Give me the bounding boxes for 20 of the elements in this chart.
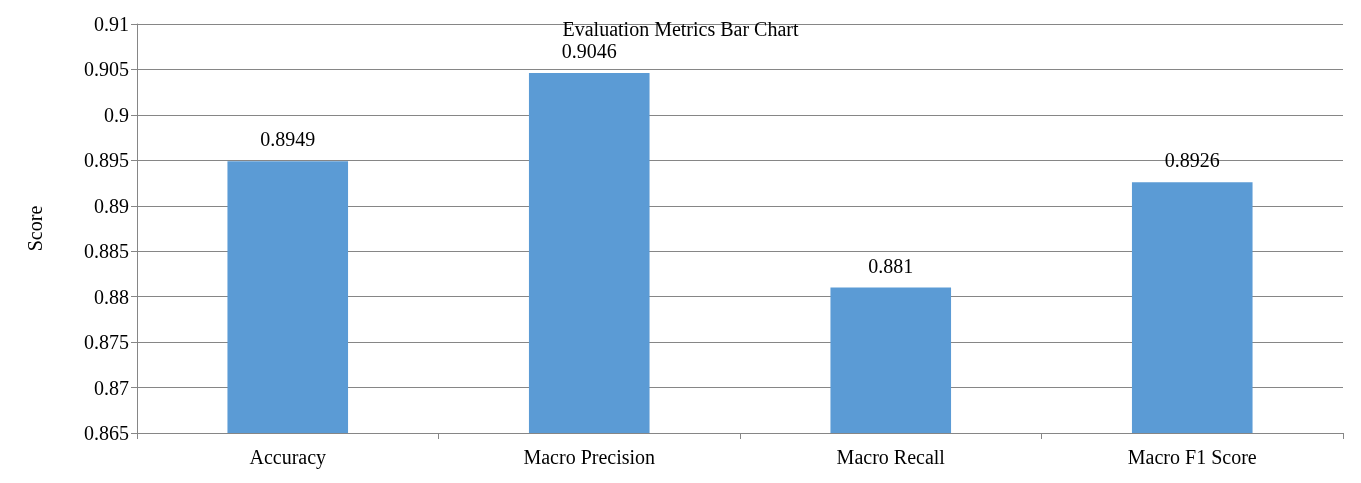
y-tick-label: 0.865 — [84, 422, 129, 444]
y-tick-label: 0.89 — [94, 194, 129, 217]
y-tick-label: 0.87 — [94, 376, 129, 399]
x-tick-label: Macro Precision — [523, 446, 656, 468]
chart-title: Evaluation Metrics Bar Chart — [562, 18, 799, 40]
y-tick-label: 0.905 — [84, 58, 129, 81]
y-tick-label: 0.895 — [84, 149, 129, 172]
data-label: 0.881 — [868, 254, 914, 277]
y-tick-label: 0.885 — [84, 240, 129, 263]
y-tick-label: 0.9 — [104, 103, 129, 126]
y-tick-label: 0.91 — [94, 13, 129, 35]
data-label: 0.8926 — [1164, 149, 1220, 172]
y-axis-title: Score — [24, 205, 46, 252]
y-tick-label: 0.88 — [94, 285, 129, 308]
x-tick-label: Macro Recall — [836, 446, 946, 468]
data-label: 0.9046 — [561, 40, 617, 63]
x-tick-label: Macro F1 Score — [1127, 446, 1257, 468]
x-tick-label: Accuracy — [249, 446, 327, 469]
y-tick-label: 0.875 — [84, 331, 129, 354]
data-label: 0.8949 — [260, 128, 316, 151]
